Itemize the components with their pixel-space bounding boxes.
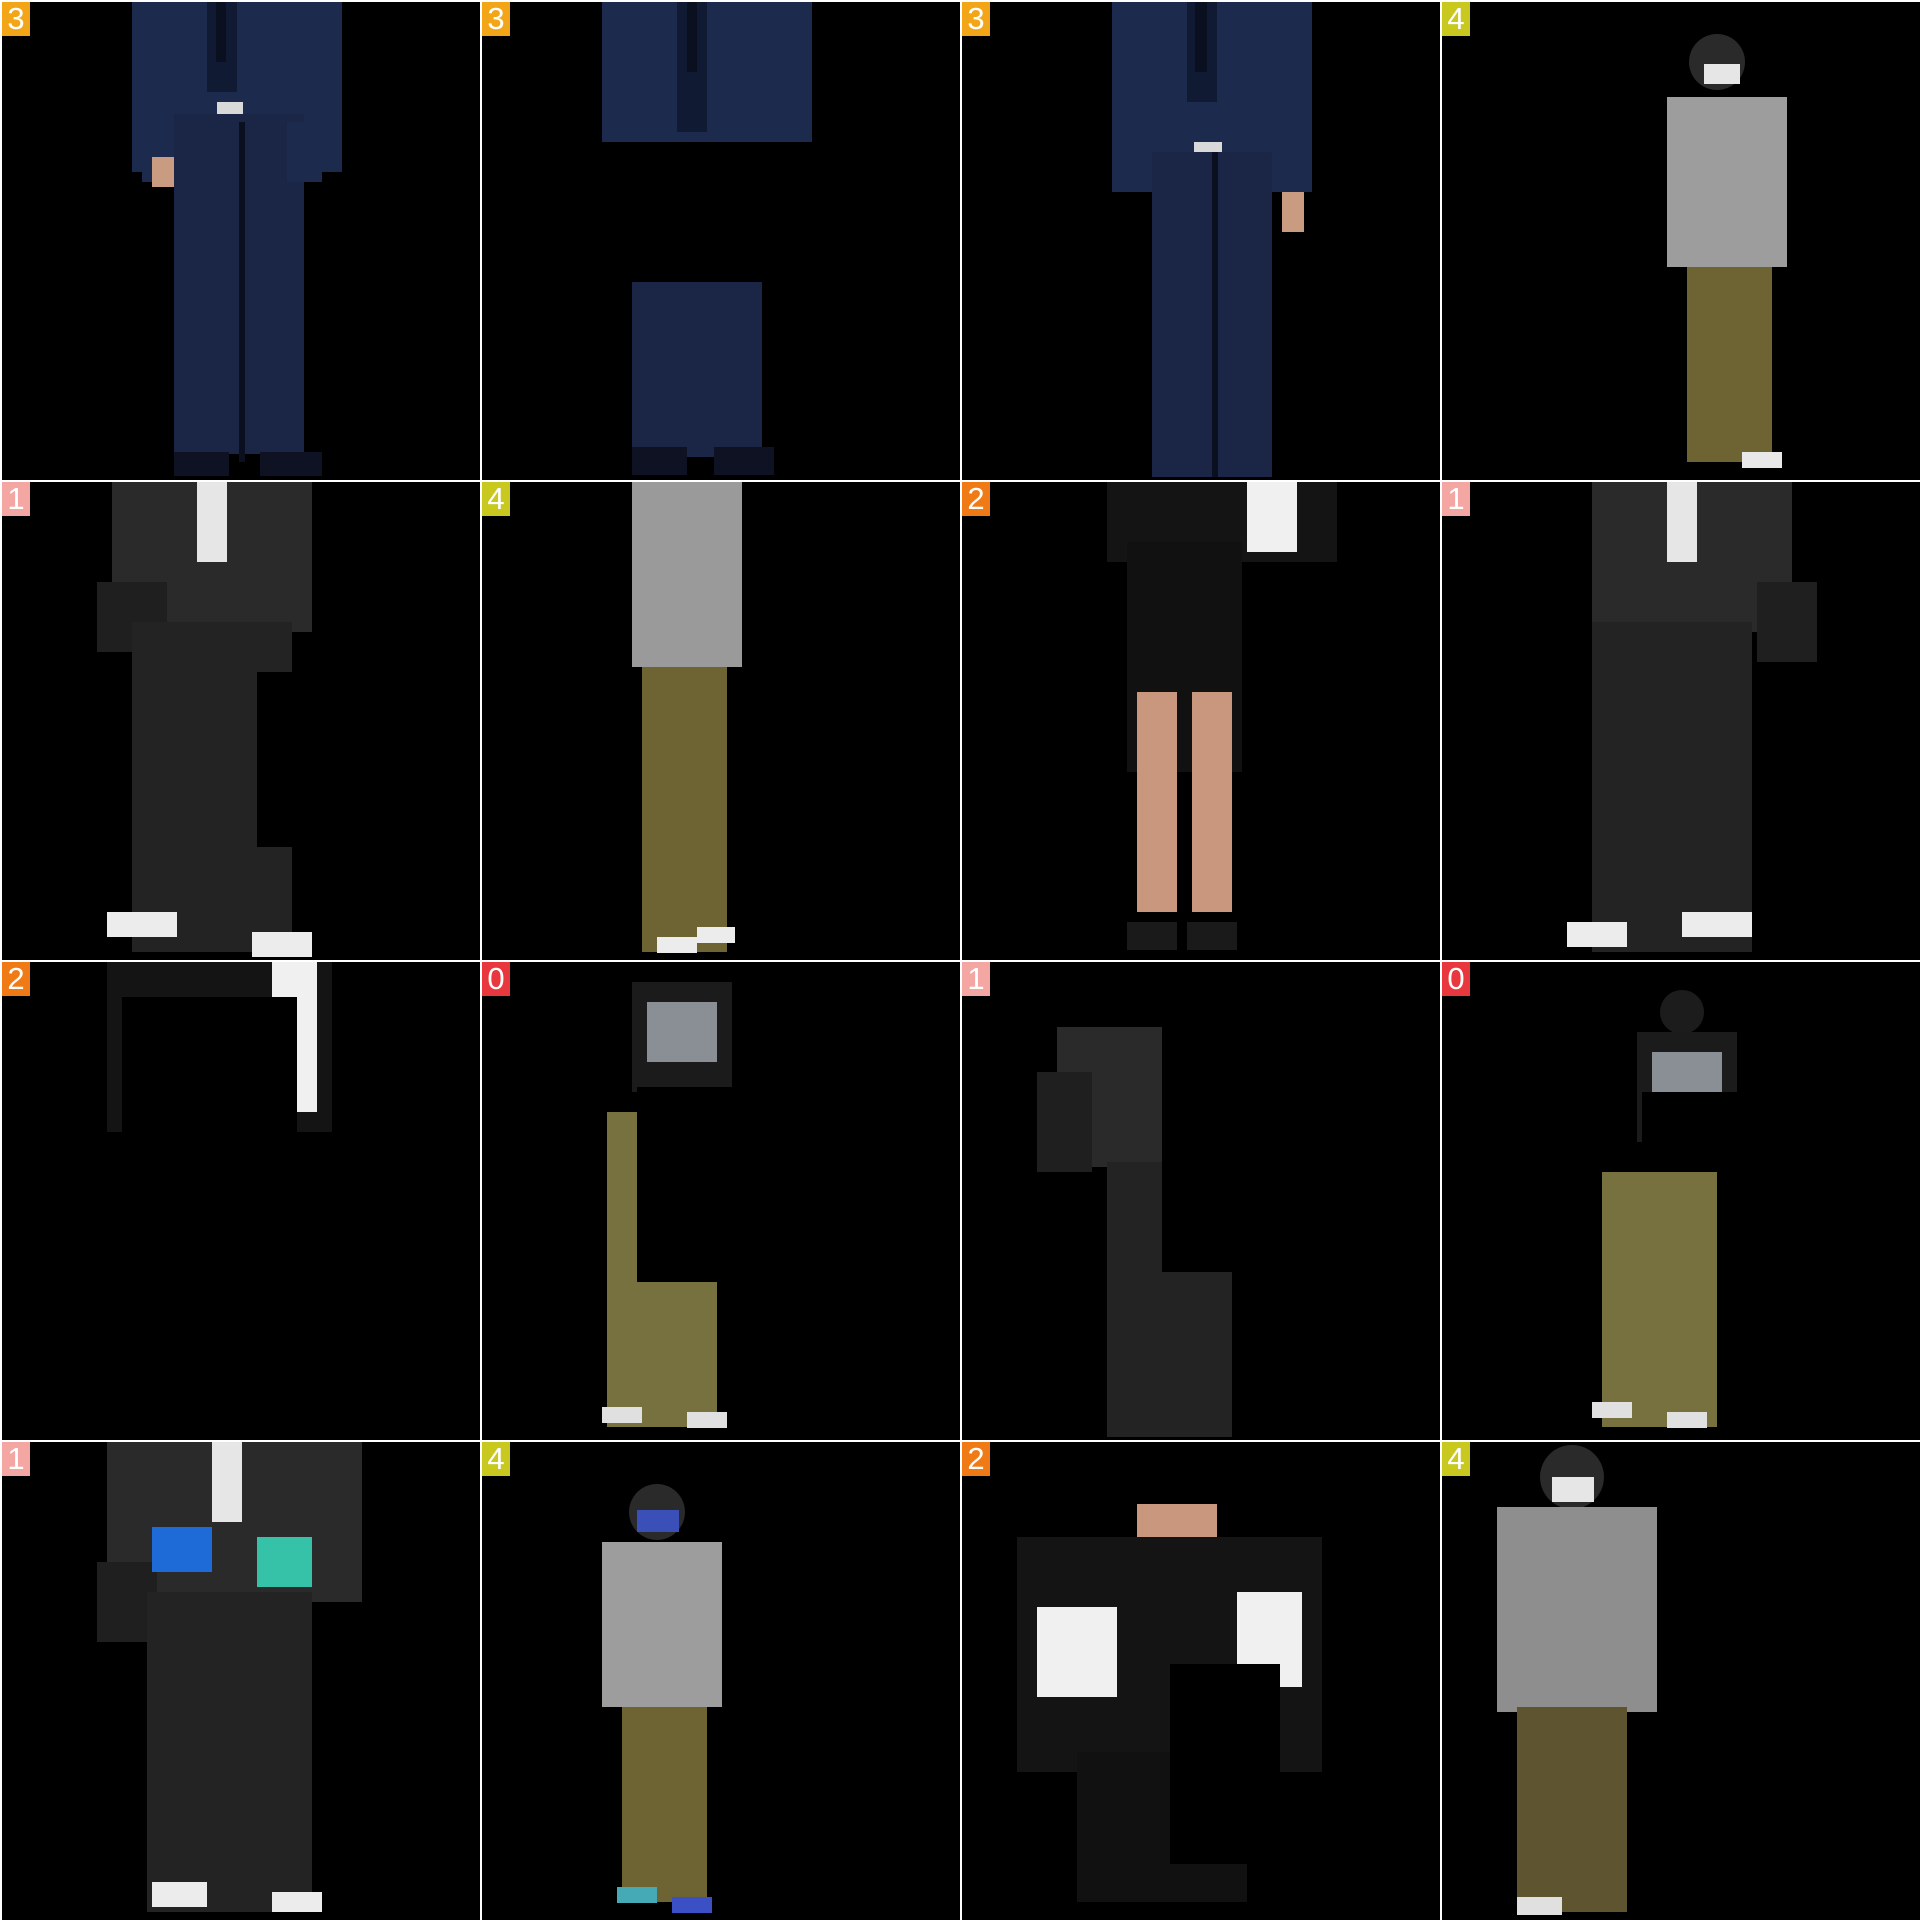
grid-tile: 0 [1442, 962, 1920, 1440]
class-label-badge: 0 [1442, 962, 1470, 996]
outfit-image [97, 1442, 362, 1912]
grid-tile: 2 [962, 482, 1440, 960]
grid-tile: 3 [2, 2, 480, 480]
outfit-image [1567, 482, 1817, 952]
grid-tile: 2 [2, 962, 480, 1440]
class-label-badge: 4 [1442, 1442, 1470, 1476]
grid-tile: 0 [482, 962, 960, 1440]
class-label-badge: 1 [962, 962, 990, 996]
outfit-image [107, 962, 332, 1437]
grid-tile: 1 [1442, 482, 1920, 960]
outfit-image [1592, 990, 1762, 1428]
outfit-image [632, 482, 742, 953]
class-label-badge: 4 [1442, 2, 1470, 36]
outfit-image [602, 1484, 722, 1913]
class-label-badge: 4 [482, 482, 510, 516]
class-label-badge: 2 [2, 962, 30, 996]
outfit-image [1667, 34, 1787, 468]
grid-tile: 3 [482, 2, 960, 480]
grid-tile: 1 [2, 482, 480, 960]
outfit-image [1017, 1504, 1322, 1902]
outfit-image [602, 982, 732, 1428]
class-label-badge: 2 [962, 482, 990, 516]
class-label-badge: 1 [1442, 482, 1470, 516]
outfit-image [1112, 2, 1312, 477]
outfit-image [1497, 1445, 1657, 1915]
outfit-image [97, 482, 317, 957]
grid-tile: 2 [962, 1442, 1440, 1920]
class-label-badge: 4 [482, 1442, 510, 1476]
grid-tile: 3 [962, 2, 1440, 480]
grid-tile: 1 [2, 1442, 480, 1920]
class-label-badge: 1 [2, 1442, 30, 1476]
class-label-badge: 0 [482, 962, 510, 996]
outfit-image [132, 2, 342, 476]
class-label-badge: 2 [962, 1442, 990, 1476]
class-label-badge: 3 [962, 2, 990, 36]
outfit-image [602, 2, 812, 475]
class-label-badge: 3 [482, 2, 510, 36]
grid-tile: 4 [1442, 1442, 1920, 1920]
grid-tile: 4 [1442, 2, 1920, 480]
grid-tile: 4 [482, 482, 960, 960]
outfit-image [1107, 482, 1337, 950]
class-label-badge: 1 [2, 482, 30, 516]
outfit-image [1037, 1017, 1282, 1437]
class-label-badge: 3 [2, 2, 30, 36]
grid-tile: 4 [482, 1442, 960, 1920]
grid-tile: 1 [962, 962, 1440, 1440]
